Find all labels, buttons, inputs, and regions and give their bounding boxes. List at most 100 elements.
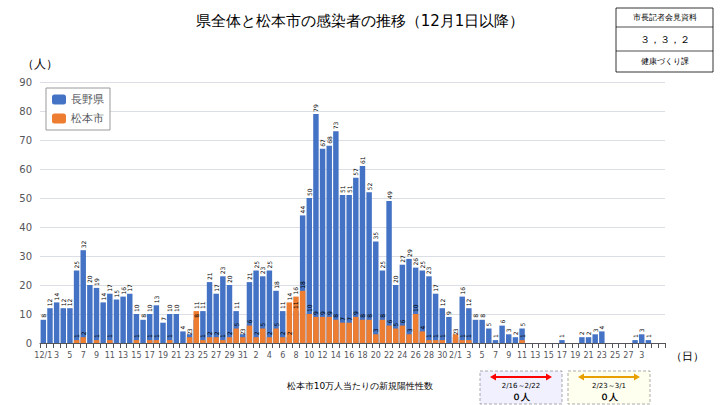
svg-text:3: 3 <box>466 351 471 360</box>
svg-text:8: 8 <box>379 314 386 318</box>
svg-text:2/1: 2/1 <box>449 351 462 360</box>
svg-text:23: 23 <box>425 266 432 274</box>
svg-text:23: 23 <box>185 351 195 360</box>
svg-text:31: 31 <box>238 351 248 360</box>
svg-text:61: 61 <box>359 156 366 164</box>
svg-text:3: 3 <box>54 351 59 360</box>
svg-text:10: 10 <box>412 304 419 312</box>
svg-text:20: 20 <box>392 275 399 283</box>
svg-text:9: 9 <box>94 351 99 360</box>
svg-text:50: 50 <box>306 188 313 196</box>
svg-text:13: 13 <box>118 351 128 360</box>
svg-text:25: 25 <box>198 351 208 360</box>
svg-text:35: 35 <box>372 232 379 240</box>
svg-text:19: 19 <box>93 278 100 286</box>
svg-text:０人: ０人 <box>512 392 531 402</box>
svg-text:27: 27 <box>623 351 633 360</box>
svg-text:90: 90 <box>19 77 32 88</box>
svg-text:28: 28 <box>424 351 434 360</box>
svg-text:17: 17 <box>432 284 439 292</box>
svg-text:21: 21 <box>206 272 213 280</box>
svg-text:2: 2 <box>226 331 233 335</box>
svg-text:32: 32 <box>80 240 87 248</box>
svg-text:24: 24 <box>397 351 407 360</box>
svg-text:12: 12 <box>439 298 446 306</box>
svg-text:1: 1 <box>492 334 499 338</box>
svg-text:11: 11 <box>199 301 206 309</box>
svg-text:19: 19 <box>570 351 580 360</box>
svg-text:12/1: 12/1 <box>34 351 52 360</box>
svg-text:3: 3 <box>639 351 644 360</box>
svg-text:（日）: （日） <box>671 350 704 363</box>
svg-text:6: 6 <box>499 320 506 324</box>
svg-text:21: 21 <box>171 351 181 360</box>
svg-text:18: 18 <box>273 281 280 289</box>
svg-text:14: 14 <box>100 293 107 301</box>
svg-text:25: 25 <box>379 261 386 269</box>
svg-text:8: 8 <box>293 351 298 360</box>
svg-text:1: 1 <box>153 334 160 338</box>
svg-text:2: 2 <box>279 331 286 335</box>
svg-text:19: 19 <box>158 351 168 360</box>
svg-text:10: 10 <box>173 304 180 312</box>
svg-text:73: 73 <box>332 121 339 129</box>
svg-text:12: 12 <box>317 351 327 360</box>
svg-text:1: 1 <box>632 334 639 338</box>
svg-text:3: 3 <box>452 328 459 332</box>
svg-text:2: 2 <box>286 331 293 335</box>
svg-text:健康づくり課: 健康づくり課 <box>641 57 689 66</box>
svg-text:23: 23 <box>597 351 607 360</box>
svg-text:0: 0 <box>26 338 32 349</box>
svg-text:9: 9 <box>506 351 511 360</box>
svg-text:22: 22 <box>384 351 394 360</box>
svg-text:21: 21 <box>583 351 593 360</box>
svg-text:12: 12 <box>66 298 73 306</box>
svg-text:5: 5 <box>273 323 280 327</box>
svg-text:10: 10 <box>306 304 313 312</box>
svg-text:6: 6 <box>246 320 253 324</box>
svg-text:16: 16 <box>459 287 466 295</box>
svg-text:11: 11 <box>105 351 115 360</box>
svg-text:1: 1 <box>645 334 652 338</box>
svg-text:4: 4 <box>598 325 605 329</box>
svg-text:1: 1 <box>558 334 565 338</box>
svg-text:10: 10 <box>304 351 314 360</box>
svg-text:25: 25 <box>610 351 620 360</box>
svg-text:市長記者会見資料: 市長記者会見資料 <box>633 13 697 22</box>
svg-text:51: 51 <box>346 185 353 193</box>
svg-text:13: 13 <box>153 295 160 303</box>
svg-text:5: 5 <box>233 323 240 327</box>
svg-text:20: 20 <box>371 351 381 360</box>
svg-text:1: 1 <box>106 334 113 338</box>
svg-text:2: 2 <box>253 331 260 335</box>
svg-text:30: 30 <box>19 251 32 262</box>
svg-text:7: 7 <box>81 351 86 360</box>
svg-text:52: 52 <box>366 182 373 190</box>
svg-text:4: 4 <box>419 325 426 329</box>
svg-text:松本市10万人当たりの新規陽性性数: 松本市10万人当たりの新規陽性性数 <box>287 381 433 391</box>
svg-text:20: 20 <box>226 275 233 283</box>
svg-text:15: 15 <box>131 351 141 360</box>
svg-text:17: 17 <box>126 284 133 292</box>
svg-text:26: 26 <box>411 351 421 360</box>
svg-text:79: 79 <box>312 104 319 112</box>
svg-text:8: 8 <box>193 314 200 318</box>
svg-text:27: 27 <box>211 351 221 360</box>
svg-text:2: 2 <box>254 351 259 360</box>
svg-text:17: 17 <box>145 351 155 360</box>
svg-text:14: 14 <box>331 351 341 360</box>
svg-text:5: 5 <box>485 323 492 327</box>
svg-text:18: 18 <box>299 281 306 289</box>
svg-text:20: 20 <box>19 280 32 291</box>
svg-text:70: 70 <box>19 135 32 146</box>
svg-text:1: 1 <box>519 334 526 338</box>
svg-text:11: 11 <box>517 351 527 360</box>
svg-text:2/16～2/22: 2/16～2/22 <box>502 382 540 390</box>
svg-text:25: 25 <box>73 261 80 269</box>
svg-text:3: 3 <box>372 328 379 332</box>
svg-text:2: 2 <box>239 331 246 335</box>
svg-text:40: 40 <box>19 222 32 233</box>
svg-text:18: 18 <box>357 351 367 360</box>
svg-text:12: 12 <box>465 298 472 306</box>
svg-text:11: 11 <box>193 301 200 309</box>
